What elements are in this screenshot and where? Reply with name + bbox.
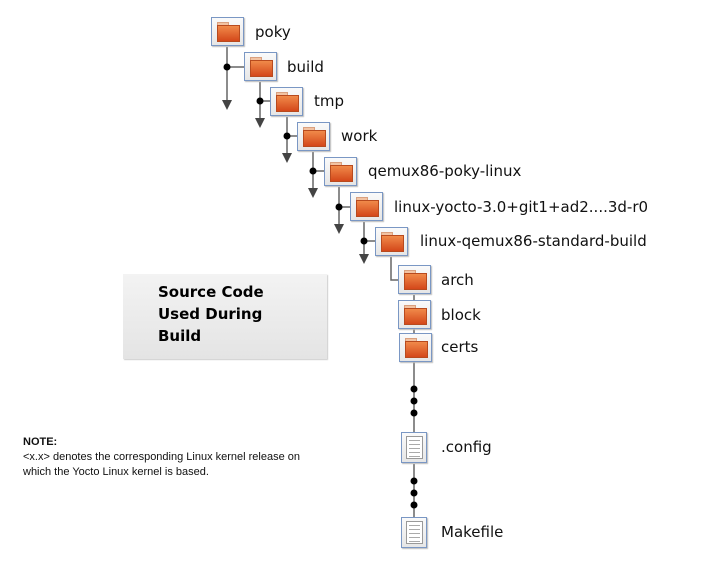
callout-line: Source Code (158, 283, 264, 301)
folder-icon (270, 87, 303, 116)
folder-icon (399, 333, 432, 362)
folder-label-arch: arch (441, 271, 474, 289)
folder-icon (398, 300, 431, 329)
file-label-config: .config (441, 438, 492, 456)
folder-icon (350, 192, 383, 221)
note-title: NOTE: (23, 436, 58, 448)
folder-label-linux-yocto: linux-yocto-3.0+git1+ad2....3d-r0 (394, 198, 649, 216)
source-code-callout: Source Code Used During Build (123, 274, 327, 359)
file-icon (401, 517, 427, 548)
folder-label-certs: certs (441, 338, 479, 356)
folder-label-build: build (287, 58, 324, 76)
folder-icon (398, 265, 431, 294)
folder-label-standard-build: linux-qemux86-standard-build (420, 232, 647, 250)
file-icon (401, 432, 427, 463)
folder-icon (297, 122, 330, 151)
folder-label-work: work (341, 127, 378, 145)
folder-icon (324, 157, 357, 186)
folder-icon (244, 52, 277, 81)
folder-label-block: block (441, 306, 481, 324)
callout-line: Used During (158, 305, 263, 323)
note: NOTE: <x.x> denotes the corresponding Li… (23, 435, 300, 480)
note-text: which the Yocto Linux kernel is based. (23, 466, 209, 478)
folder-icon (211, 17, 244, 46)
folder-icon (375, 227, 408, 256)
folder-label-tmp: tmp (314, 92, 345, 110)
folder-label-qemux86: qemux86-poky-linux (368, 162, 522, 180)
callout-line: Build (158, 327, 202, 345)
folder-label-poky: poky (255, 23, 291, 41)
note-text: <x.x> denotes the corresponding Linux ke… (23, 451, 301, 463)
file-label-makefile: Makefile (441, 523, 504, 541)
